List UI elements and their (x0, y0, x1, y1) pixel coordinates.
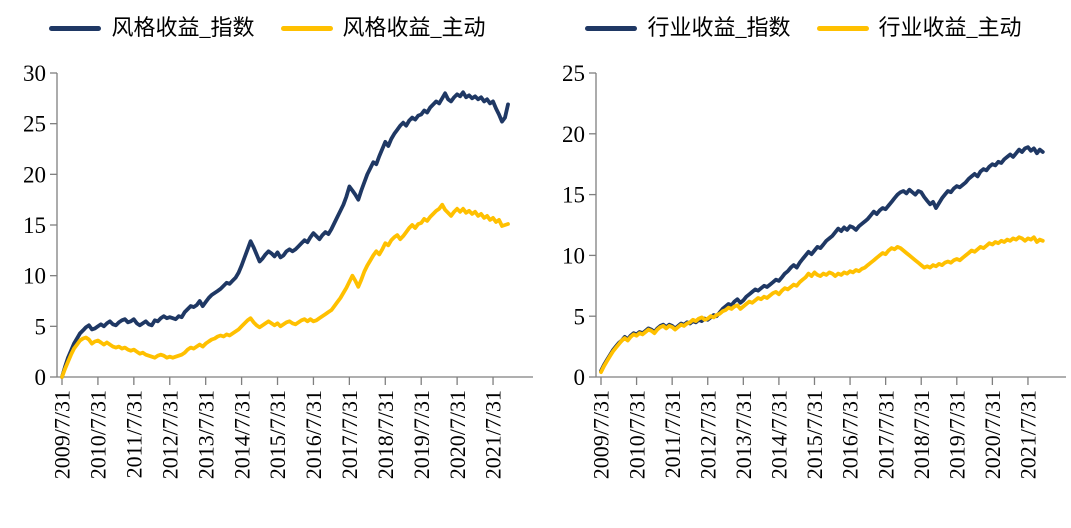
svg-text:5: 5 (35, 314, 47, 339)
svg-text:2021/7/31: 2021/7/31 (1016, 390, 1041, 479)
legend-item-style-active: 风格收益_主动 (280, 15, 486, 40)
svg-text:2017/7/31: 2017/7/31 (337, 390, 362, 479)
legend-label: 行业收益_指数 (647, 15, 791, 40)
legend-style-chart: 风格收益_指数 风格收益_主动 (0, 10, 535, 46)
legend-item-industry-index: 行业收益_指数 (585, 15, 791, 40)
svg-text:2019/7/31: 2019/7/31 (945, 390, 970, 479)
svg-text:15: 15 (562, 183, 585, 208)
svg-text:2016/7/31: 2016/7/31 (838, 390, 863, 479)
svg-text:0: 0 (574, 365, 586, 390)
svg-text:2009/7/31: 2009/7/31 (589, 390, 614, 479)
svg-text:2010/7/31: 2010/7/31 (624, 390, 649, 479)
svg-text:2015/7/31: 2015/7/31 (802, 390, 827, 479)
legend-label: 行业收益_主动 (878, 15, 1022, 40)
svg-text:2018/7/31: 2018/7/31 (909, 390, 934, 479)
svg-text:15: 15 (23, 213, 46, 238)
svg-text:2012/7/31: 2012/7/31 (695, 390, 720, 479)
svg-text:10: 10 (23, 264, 46, 289)
svg-text:2011/7/31: 2011/7/31 (122, 390, 147, 478)
svg-text:2021/7/31: 2021/7/31 (481, 390, 506, 479)
svg-text:2012/7/31: 2012/7/31 (157, 390, 182, 479)
svg-text:2014/7/31: 2014/7/31 (767, 390, 792, 479)
svg-text:2019/7/31: 2019/7/31 (409, 390, 434, 479)
legend-label: 风格收益_指数 (111, 15, 255, 40)
svg-text:30: 30 (23, 61, 46, 86)
svg-text:2018/7/31: 2018/7/31 (373, 390, 398, 479)
legend-industry-chart: 行业收益_指数 行业收益_主动 (536, 10, 1071, 46)
svg-text:2013/7/31: 2013/7/31 (193, 390, 218, 479)
svg-text:25: 25 (23, 112, 46, 137)
svg-text:2016/7/31: 2016/7/31 (301, 390, 326, 479)
legend-label: 风格收益_主动 (342, 15, 486, 40)
svg-text:10: 10 (562, 243, 585, 268)
svg-text:2011/7/31: 2011/7/31 (660, 390, 685, 478)
svg-text:5: 5 (574, 304, 586, 329)
svg-text:2014/7/31: 2014/7/31 (229, 390, 254, 479)
line-swatch-gold (816, 25, 869, 31)
legend-item-industry-active: 行业收益_主动 (816, 15, 1022, 40)
svg-text:2020/7/31: 2020/7/31 (980, 390, 1005, 479)
svg-text:25: 25 (562, 61, 585, 86)
legend-item-style-index: 风格收益_指数 (49, 15, 255, 40)
svg-text:20: 20 (23, 162, 46, 187)
svg-text:20: 20 (562, 122, 585, 147)
svg-text:2009/7/31: 2009/7/31 (50, 390, 75, 479)
svg-text:2010/7/31: 2010/7/31 (86, 390, 111, 479)
line-swatch-navy (49, 25, 102, 31)
svg-text:2017/7/31: 2017/7/31 (873, 390, 898, 479)
svg-text:2013/7/31: 2013/7/31 (731, 390, 756, 479)
line-swatch-gold (280, 25, 333, 31)
svg-text:0: 0 (35, 365, 47, 390)
svg-text:2015/7/31: 2015/7/31 (265, 390, 290, 479)
line-swatch-navy (585, 25, 638, 31)
svg-text:2020/7/31: 2020/7/31 (445, 390, 470, 479)
